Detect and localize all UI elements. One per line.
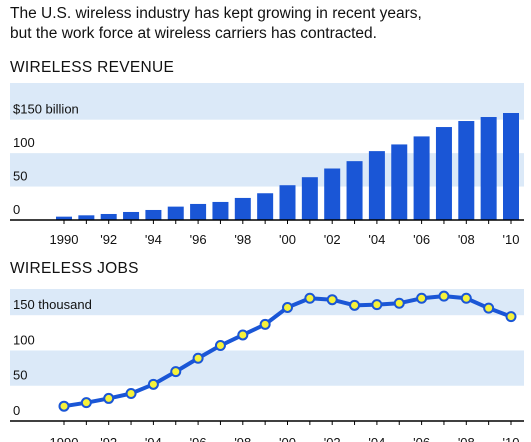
revenue-bar — [458, 121, 475, 220]
x-tick-label: '06 — [413, 435, 430, 442]
jobs-point — [170, 366, 182, 378]
x-tick-label: '06 — [413, 232, 430, 247]
y-tick-label: 100 — [13, 332, 35, 347]
x-tick-label: '00 — [279, 232, 296, 247]
revenue-bar — [78, 215, 95, 220]
jobs-point — [483, 302, 495, 314]
jobs-point — [192, 352, 204, 364]
jobs-point — [125, 387, 137, 399]
revenue-bar — [480, 117, 497, 220]
revenue-bar — [503, 113, 519, 220]
jobs-point — [282, 301, 293, 313]
y-tick-label: 150 thousand — [13, 297, 92, 312]
x-tick-label: '92 — [100, 435, 117, 442]
grid-band — [10, 83, 524, 120]
grid-band — [10, 289, 524, 316]
revenue-bar-chart: 0 50 100 $150 billion 1990 '92 '94 '96 '98 '00 '02… — [10, 83, 524, 247]
jobs-point — [393, 297, 405, 309]
jobs-chart-title: WIRELESS JOBS — [10, 260, 139, 277]
revenue-bar — [167, 206, 184, 220]
y-tick-label: 0 — [13, 403, 20, 418]
grid-band — [10, 350, 524, 386]
revenue-bar — [212, 201, 229, 220]
revenue-bar — [100, 213, 117, 220]
jobs-point — [460, 292, 472, 304]
revenue-bar — [435, 127, 452, 220]
revenue-bar — [346, 161, 363, 220]
jobs-point — [103, 392, 115, 404]
y-tick-label: $150 billion — [13, 102, 79, 117]
jobs-line-chart: 0 50 100 150 thousand 1990 '92 '94 '96 '98 '00 '02… — [10, 289, 524, 442]
jobs-point — [58, 400, 70, 412]
x-tick-label: '96 — [190, 435, 207, 442]
jobs-point — [371, 299, 383, 311]
x-tick-label: '92 — [100, 232, 117, 247]
x-tick-label: '00 — [279, 435, 296, 442]
x-tick-label: '08 — [458, 232, 475, 247]
revenue-chart-title: WIRELESS REVENUE — [10, 59, 175, 76]
revenue-bar — [368, 151, 385, 220]
chart-subtitle: The U.S. wireless industry has kept grow… — [10, 4, 525, 44]
x-tick-label: '94 — [145, 232, 162, 247]
x-tick-label: '02 — [324, 435, 341, 442]
y-tick-label: 0 — [13, 202, 20, 217]
jobs-point — [214, 340, 226, 352]
y-tick-label: 50 — [13, 368, 27, 383]
x-tick-label: '10 — [503, 435, 520, 442]
subtitle-line-1: The U.S. wireless industry has kept grow… — [10, 5, 422, 22]
y-tick-label: 50 — [13, 169, 27, 184]
revenue-bar — [190, 203, 207, 220]
jobs-point — [326, 294, 338, 306]
jobs-point — [147, 378, 159, 390]
x-tick-label: '02 — [324, 232, 341, 247]
jobs-point — [304, 292, 316, 304]
revenue-bar — [324, 168, 341, 220]
revenue-bar — [234, 197, 251, 220]
subtitle-line-2: but the work force at wireless carriers … — [10, 25, 377, 42]
x-tick-label: 1990 — [50, 232, 79, 247]
x-tick-label: '96 — [190, 232, 207, 247]
x-tick-label: '94 — [145, 435, 162, 442]
jobs-point — [505, 311, 517, 323]
revenue-bar — [257, 193, 274, 220]
revenue-bar — [301, 177, 318, 220]
x-tick-label: '04 — [368, 435, 385, 442]
jobs-point — [349, 299, 361, 311]
y-tick-label: 100 — [13, 135, 35, 150]
x-tick-label: '10 — [503, 232, 520, 247]
jobs-point — [237, 329, 249, 341]
revenue-bar — [413, 136, 430, 220]
revenue-bar — [391, 144, 408, 220]
revenue-bar — [145, 209, 162, 220]
x-tick-label: '08 — [458, 435, 475, 442]
jobs-point — [259, 318, 271, 330]
jobs-point — [438, 290, 450, 302]
x-tick-label: '04 — [368, 232, 385, 247]
x-tick-label: 1990 — [50, 435, 79, 442]
x-tick-label: '98 — [234, 232, 251, 247]
x-tick-label: '98 — [234, 435, 251, 442]
revenue-bar — [279, 185, 296, 220]
revenue-bar — [123, 211, 140, 220]
jobs-point — [80, 397, 92, 409]
jobs-point — [416, 292, 428, 304]
revenue-bar — [56, 216, 72, 220]
